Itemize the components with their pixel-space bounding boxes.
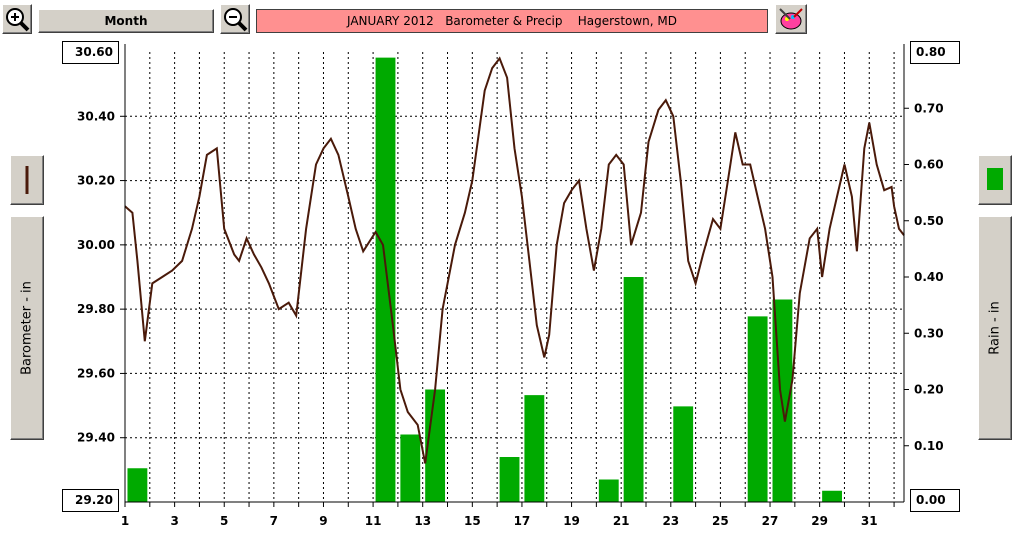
right-tick-label: 0.40 (914, 270, 944, 284)
right-tick-label: 0.50 (914, 214, 944, 228)
right-tick-label: 0.60 (914, 158, 944, 172)
x-tick-label: 11 (365, 514, 382, 528)
zoom-out-icon (224, 8, 248, 32)
left-tick-label: 30.20 (77, 174, 115, 188)
right-tick-label: 0.10 (914, 439, 944, 453)
rain-bar (822, 490, 842, 502)
rain-bar (375, 57, 396, 502)
rain-bar (747, 316, 768, 502)
right-tick-labels: 0.70 0.60 0.50 0.40 0.30 0.20 0.10 (914, 101, 944, 453)
left-tick-label: 30.40 (77, 109, 115, 123)
rain-bar (425, 389, 446, 502)
rain-bar (524, 395, 545, 502)
paint-button[interactable] (775, 4, 807, 34)
right-axis-max: 0.80 (910, 41, 960, 64)
x-tick-label: 21 (613, 514, 630, 528)
x-tick-label: 27 (762, 514, 779, 528)
paint-palette-icon (779, 8, 803, 30)
range-selector-button[interactable]: Month (38, 9, 214, 33)
barometer-axis-button[interactable]: Barometer - in (10, 216, 44, 440)
rain-axis-label: Rain - in (987, 301, 1003, 355)
x-tick-label: 15 (464, 514, 481, 528)
left-tick-label: 29.80 (77, 302, 115, 316)
chart-title: JANUARY 2012 Barometer & Precip Hagersto… (256, 9, 768, 33)
x-tick-label: 31 (861, 514, 878, 528)
right-tick-label: 0.70 (914, 101, 944, 115)
left-axis-max: 30.60 (62, 41, 119, 64)
x-tick-label: 9 (319, 514, 327, 528)
x-tick-label: 25 (712, 514, 729, 528)
left-tick-label: 30.00 (77, 238, 115, 252)
rain-legend-button[interactable] (978, 155, 1012, 205)
left-tick-label: 29.60 (77, 366, 115, 380)
zoom-in-button[interactable] (2, 4, 32, 34)
rain-bar (673, 406, 694, 502)
x-tick-labels: 1 3 5 7 9 11 13 15 17 19 21 23 25 27 29 31 (121, 514, 878, 528)
right-tick-label: 0.30 (914, 326, 944, 340)
zoom-in-icon (6, 8, 30, 32)
x-tick-label: 29 (811, 514, 828, 528)
left-tick-label: 29.40 (77, 431, 115, 445)
rain-bar (400, 434, 421, 502)
barometer-axis-label: Barometer - in (19, 281, 35, 375)
right-tick-label: 0.20 (914, 383, 944, 397)
x-tick-label: 3 (170, 514, 178, 528)
rain-axis-button[interactable]: Rain - in (978, 216, 1012, 440)
barometer-legend-button[interactable] (10, 155, 44, 205)
right-axis-min: 0.00 (910, 489, 960, 512)
rain-bar (127, 468, 148, 502)
x-tick-label: 17 (514, 514, 531, 528)
x-tick-label: 13 (414, 514, 431, 528)
chart-grid (125, 52, 904, 502)
rain-bar (623, 277, 644, 502)
rain-bar-icon (987, 168, 1003, 190)
left-axis-min: 29.20 (62, 489, 119, 512)
barometer-line (124, 56, 905, 464)
chart-axes (120, 44, 909, 507)
rain-bar (598, 479, 619, 502)
rain-bars (127, 57, 842, 502)
barometer-line-icon (25, 166, 29, 194)
x-tick-label: 23 (662, 514, 679, 528)
x-tick-label: 7 (270, 514, 278, 528)
zoom-out-button[interactable] (220, 4, 250, 34)
x-tick-label: 5 (220, 514, 228, 528)
left-tick-labels: 30.40 30.20 30.00 29.80 29.60 29.40 (77, 109, 115, 444)
x-tick-label: 1 (121, 514, 129, 528)
rain-bar (499, 457, 520, 502)
x-tick-label: 19 (563, 514, 580, 528)
